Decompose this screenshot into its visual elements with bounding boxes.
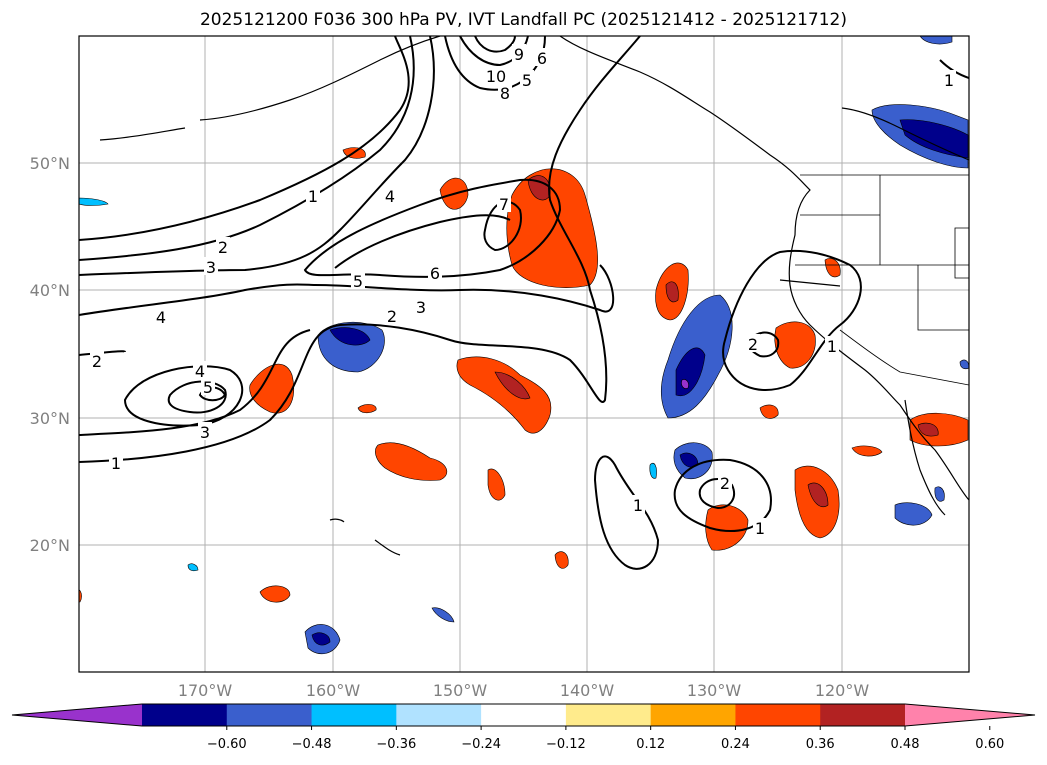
lon-label: 160°W bbox=[306, 681, 361, 700]
map-title: 2025121200 F036 300 hPa PV, IVT Landfall… bbox=[199, 10, 847, 30]
colorbar-tick-label: 0.12 bbox=[636, 737, 665, 752]
colorbar-bin bbox=[396, 704, 482, 726]
colorbar: −0.60 −0.48 −0.36 −0.24 −0.12 0.12 0.24 0.36 0.4… bbox=[11, 703, 1036, 752]
contour-label: 4 bbox=[195, 362, 205, 381]
contour-label: 1 bbox=[308, 187, 318, 206]
contour-label: 3 bbox=[416, 298, 426, 317]
lat-label: 40°N bbox=[30, 281, 70, 300]
contour-label: 3 bbox=[200, 423, 210, 442]
contour-label: 6 bbox=[537, 49, 547, 68]
colorbar-tick-label: 0.36 bbox=[806, 737, 835, 752]
lat-label: 50°N bbox=[30, 154, 70, 173]
contour-label: 7 bbox=[499, 195, 509, 214]
contour-label: 1 bbox=[755, 519, 765, 538]
contour-label: 2 bbox=[92, 352, 102, 371]
contour-label: 1 bbox=[944, 71, 954, 90]
contour-label: 1 bbox=[111, 454, 121, 473]
contour-label: 2 bbox=[720, 474, 730, 493]
plot-frame bbox=[78, 35, 970, 673]
contour-labels: 1 2 3 4 5 6 7 8 9 10 4 5 3 2 1 4 5 3 2 1… bbox=[90, 44, 956, 538]
coastlines bbox=[99, 36, 969, 556]
colorbar-extend-min bbox=[12, 704, 142, 726]
contour-label: 4 bbox=[156, 308, 166, 327]
colorbar-bin bbox=[565, 704, 652, 726]
contour-label: 6 bbox=[430, 264, 440, 283]
lon-label: 150°W bbox=[433, 681, 488, 700]
colorbar-bin bbox=[481, 704, 567, 726]
contour-label: 3 bbox=[206, 258, 216, 277]
lat-label: 20°N bbox=[30, 536, 70, 555]
colorbar-tick-label: −0.36 bbox=[376, 737, 416, 752]
political-borders bbox=[795, 174, 969, 386]
longitude-labels: 170°W 160°W 150°W 140°W 130°W 120°W bbox=[178, 681, 870, 700]
contour-label: 1 bbox=[633, 496, 643, 515]
colorbar-tick-label: 0.48 bbox=[891, 737, 920, 752]
lon-label: 120°W bbox=[815, 681, 870, 700]
contour-label: 5 bbox=[522, 71, 532, 90]
latitude-labels: 50°N 40°N 30°N 20°N bbox=[30, 154, 70, 555]
colorbar-bin bbox=[650, 704, 736, 726]
contour-label: 2 bbox=[387, 307, 397, 326]
lon-label: 130°W bbox=[687, 681, 742, 700]
contour-label: 2 bbox=[748, 335, 758, 354]
lon-label: 170°W bbox=[178, 681, 233, 700]
colorbar-bin bbox=[311, 704, 397, 726]
ivt-contour-lines bbox=[79, 36, 969, 570]
colorbar-bin bbox=[820, 704, 906, 726]
colorbar-outline bbox=[11, 703, 1036, 727]
contour-label: 8 bbox=[500, 84, 510, 103]
colorbar-extend-max bbox=[905, 704, 1035, 726]
contour-label: 5 bbox=[353, 272, 363, 291]
colorbar-bin bbox=[226, 704, 313, 726]
colorbar-bin bbox=[142, 704, 228, 726]
colorbar-tick-label: −0.48 bbox=[292, 737, 332, 752]
colorbar-tick-label: 0.60 bbox=[975, 737, 1004, 752]
contour-label: 4 bbox=[385, 187, 395, 206]
contour-label: 5 bbox=[203, 378, 213, 397]
plot-area bbox=[79, 36, 969, 672]
colorbar-tick-label: 0.24 bbox=[721, 737, 750, 752]
colorbar-bin bbox=[735, 704, 821, 726]
colorbar-tick-label: −0.12 bbox=[546, 737, 586, 752]
lat-label: 30°N bbox=[30, 409, 70, 428]
lon-label: 140°W bbox=[560, 681, 615, 700]
contour-label: 9 bbox=[514, 45, 524, 64]
colorbar-tick-label: −0.60 bbox=[207, 737, 247, 752]
pv-negative-contours bbox=[79, 36, 969, 655]
contour-label: 10 bbox=[486, 67, 506, 86]
contour-label: 2 bbox=[218, 238, 228, 257]
colorbar-tick-label: −0.24 bbox=[461, 737, 501, 752]
contour-label: 1 bbox=[827, 337, 837, 356]
